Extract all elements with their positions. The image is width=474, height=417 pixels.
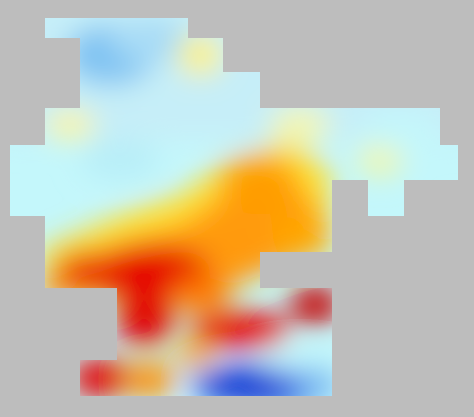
heatmap-map — [10, 18, 458, 396]
region-surface — [10, 18, 458, 396]
